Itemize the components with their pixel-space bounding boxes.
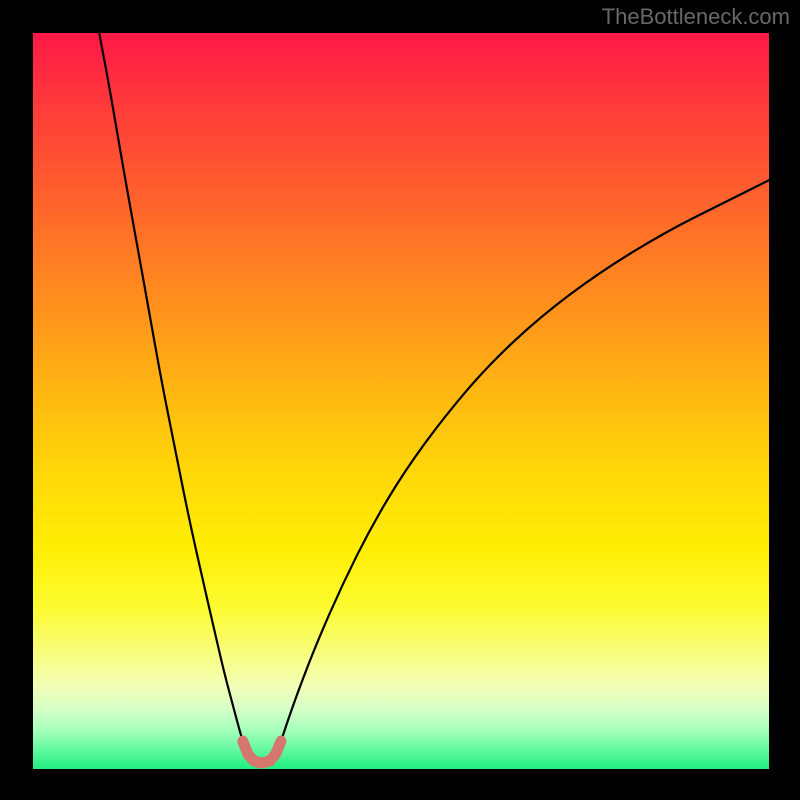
plot-area xyxy=(33,33,769,769)
watermark-text: TheBottleneck.com xyxy=(602,4,790,30)
chart-container: TheBottleneck.com xyxy=(0,0,800,800)
chart-svg xyxy=(33,33,769,769)
